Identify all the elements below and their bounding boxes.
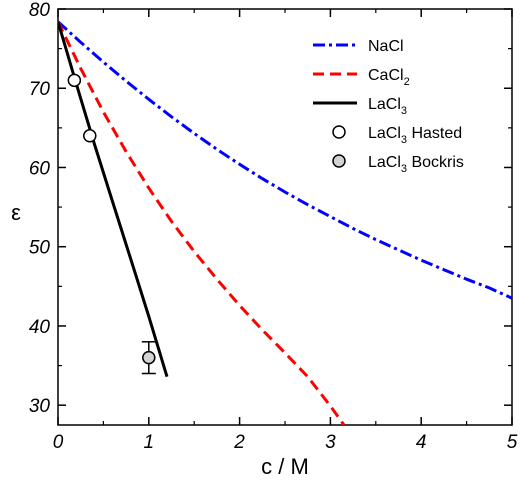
x-tick-label: 2 bbox=[233, 432, 245, 453]
data-point bbox=[67, 73, 82, 88]
legend-subscript: 2 bbox=[404, 76, 410, 88]
x-tick-label: 3 bbox=[325, 432, 336, 453]
x-axis-label: c / M bbox=[261, 454, 309, 479]
legend-marker bbox=[332, 154, 346, 168]
x-tick-label: 1 bbox=[144, 432, 155, 453]
legend-marker bbox=[332, 125, 346, 139]
y-tick-label: 70 bbox=[29, 79, 51, 100]
legend-name: CaCl bbox=[368, 67, 404, 84]
y-tick-label: 30 bbox=[29, 396, 51, 417]
legend-subscript: 3 bbox=[401, 105, 407, 117]
legend-label: LaCl3 Hasted bbox=[368, 125, 462, 146]
y-tick-label: 40 bbox=[29, 317, 51, 338]
y-tick-label: 60 bbox=[29, 158, 51, 179]
y-axis-label: ε bbox=[11, 200, 21, 225]
series-line-cacl2 bbox=[58, 21, 346, 425]
legend-subscript: 3 bbox=[401, 163, 407, 175]
legend-label: NaCl bbox=[368, 38, 404, 55]
data-markers bbox=[67, 73, 156, 375]
x-tick-label: 5 bbox=[507, 432, 518, 453]
plot-frame bbox=[57, 8, 513, 426]
legend-name: LaCl bbox=[368, 96, 401, 113]
data-point bbox=[142, 350, 156, 365]
legend-suffix: Bockris bbox=[407, 154, 464, 171]
legend-label: LaCl3 bbox=[368, 96, 407, 117]
legend-label: LaCl3 Bockris bbox=[368, 154, 464, 175]
legend-label: CaCl2 bbox=[368, 67, 410, 88]
y-tick-label: 80 bbox=[29, 0, 51, 21]
axis-ticks: 0 1 2 3 4 5 30 40 50 60 70 80 bbox=[29, 0, 518, 453]
x-tick-label: 4 bbox=[416, 432, 427, 453]
legend-name: LaCl bbox=[368, 154, 401, 171]
legend-suffix: Hasted bbox=[407, 125, 462, 142]
y-tick-label: 50 bbox=[29, 238, 51, 259]
legend-subscript: 3 bbox=[401, 134, 407, 146]
series-line-nacl bbox=[58, 20, 512, 300]
series-lines bbox=[58, 20, 512, 425]
legend-name: LaCl bbox=[368, 125, 401, 142]
legend-name: NaCl bbox=[368, 38, 404, 55]
x-tick-label: 0 bbox=[53, 432, 64, 453]
data-point bbox=[83, 129, 97, 143]
